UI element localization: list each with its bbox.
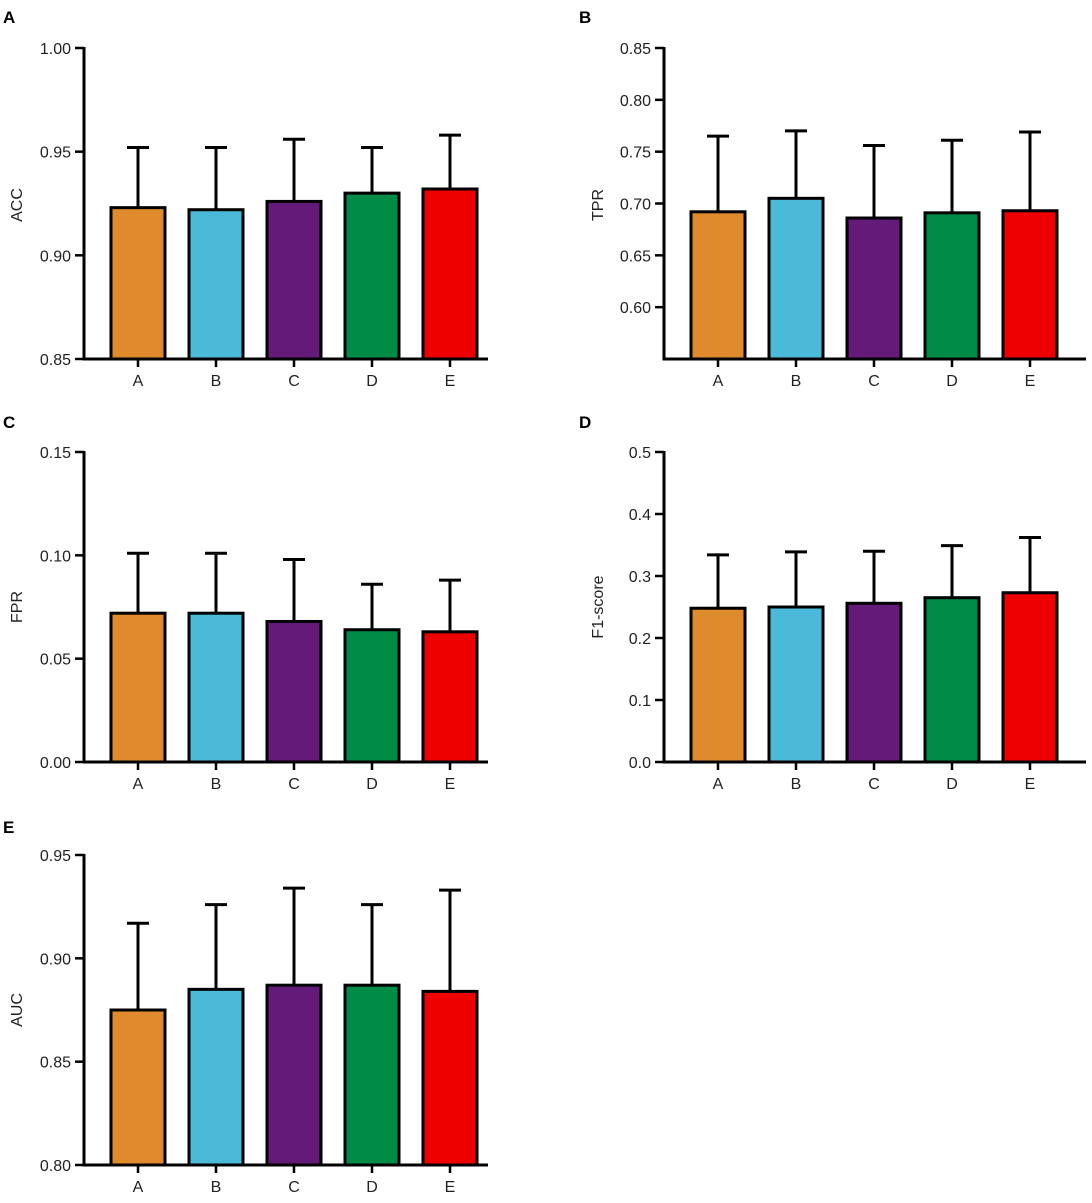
panel-d-bar-b xyxy=(767,605,825,764)
panel-a-letter: A xyxy=(3,8,15,27)
panel-b-ytick-label: 0.75 xyxy=(620,145,651,162)
panel-a-bar-e xyxy=(421,187,479,361)
panel-b-plot: A B C D E 0.60 0.65 0.70 0.75 0.80 0.85 xyxy=(620,41,1086,390)
panel-a-bar-a xyxy=(109,206,167,361)
panel-c-ytick-label: 0.15 xyxy=(40,445,71,462)
panel-c: C FPR A B C D E 0.00 0.05 0.10 0.15 xyxy=(3,413,488,793)
panel-b-xtick-e: E xyxy=(1025,373,1036,390)
panel-e-bar-b xyxy=(187,987,245,1167)
panel-c-letter: C xyxy=(3,413,15,432)
panel-d-plot: A B C D E 0.0 0.1 0.2 0.3 0.4 0.5 xyxy=(629,445,1086,793)
panel-d: D F1-score A B C D E 0.0 0.1 0.2 0.3 0.4 0.5 xyxy=(579,413,1086,793)
panel-a-ylabel: ACC xyxy=(9,188,26,222)
panel-e-ylabel: AUC xyxy=(9,993,26,1027)
panel-a-bar-b xyxy=(187,208,245,361)
panel-c-bar-d xyxy=(343,628,401,764)
panel-a-bar-c xyxy=(265,199,323,361)
panel-c-xtick-b: B xyxy=(211,776,222,793)
panel-b-bar-c xyxy=(845,216,903,361)
panel-d-xtick-c: C xyxy=(868,776,880,793)
panel-b-ytick-label: 0.85 xyxy=(620,41,651,58)
panel-c-bar-a xyxy=(109,611,167,764)
panel-b-ylabel: TPR xyxy=(590,189,607,221)
panel-e-bar-c xyxy=(265,983,323,1167)
panel-b-ytick-label: 0.70 xyxy=(620,197,651,214)
panel-c-ylabel: FPR xyxy=(9,591,26,623)
panel-a-ytick-label: 0.95 xyxy=(40,145,71,162)
panel-d-ylabel: F1-score xyxy=(590,575,607,638)
panel-b-ytick-label: 0.60 xyxy=(620,300,651,317)
panel-d-ytick-label: 0.2 xyxy=(629,631,651,648)
panel-b-bar-b xyxy=(767,196,825,361)
panel-e-xtick-d: D xyxy=(366,1179,378,1196)
panel-c-ytick-label: 0.05 xyxy=(40,652,71,669)
panel-e-ytick-label: 0.80 xyxy=(40,1158,71,1175)
panel-b-ytick-label: 0.80 xyxy=(620,93,651,110)
panel-d-bar-d xyxy=(923,596,981,764)
panel-e-ytick-label: 0.85 xyxy=(40,1055,71,1072)
panel-e: E AUC A B C D E 0.80 0.85 0.90 0.95 xyxy=(3,818,488,1196)
panel-d-ytick-label: 0.4 xyxy=(629,507,651,524)
panel-d-bar-e xyxy=(1001,591,1059,764)
panel-a-xtick-b: B xyxy=(211,373,222,390)
panel-e-ytick-label: 0.90 xyxy=(40,951,71,968)
panel-d-xtick-d: D xyxy=(946,776,958,793)
panel-b-ytick-label: 0.65 xyxy=(620,248,651,265)
panel-a-xtick-a: A xyxy=(133,373,144,390)
panel-c-bar-e xyxy=(421,630,479,764)
panel-a-ytick-label: 0.85 xyxy=(40,352,71,369)
panel-a-xtick-c: C xyxy=(288,373,300,390)
panel-a-xtick-d: D xyxy=(366,373,378,390)
panel-b-xtick-c: C xyxy=(868,373,880,390)
panel-d-ytick-label: 0.3 xyxy=(629,569,651,586)
panel-e-bar-a xyxy=(109,1008,167,1167)
panel-b-bar-a xyxy=(689,210,747,361)
panel-d-xtick-a: A xyxy=(713,776,724,793)
panel-d-ytick-label: 0.5 xyxy=(629,445,651,462)
panel-d-ytick-label: 0.1 xyxy=(629,693,651,710)
panel-c-ytick-label: 0.10 xyxy=(40,548,71,565)
panel-b: B TPR A B C D E 0.60 0.65 0.70 0.75 0.80 0.85 xyxy=(579,8,1086,390)
panel-d-xtick-b: B xyxy=(791,776,802,793)
panel-c-xtick-c: C xyxy=(288,776,300,793)
panel-b-bar-e xyxy=(1001,209,1059,361)
panel-b-xtick-d: D xyxy=(946,373,958,390)
panel-e-xtick-e: E xyxy=(445,1179,456,1196)
panel-c-xtick-a: A xyxy=(133,776,144,793)
panel-a-xtick-e: E xyxy=(445,373,456,390)
panel-e-xtick-c: C xyxy=(288,1179,300,1196)
panel-e-plot: A B C D E 0.80 0.85 0.90 0.95 xyxy=(40,848,488,1196)
panel-c-xtick-e: E xyxy=(445,776,456,793)
panel-b-xtick-b: B xyxy=(791,373,802,390)
panel-b-xtick-a: A xyxy=(713,373,724,390)
panel-a-plot: A B C D E 0.85 0.90 0.95 1.00 xyxy=(40,41,488,390)
panel-a-ytick-label: 0.90 xyxy=(40,248,71,265)
panel-e-xtick-a: A xyxy=(133,1179,144,1196)
panel-d-ytick-label: 0.0 xyxy=(629,755,651,772)
panel-d-bar-c xyxy=(845,601,903,764)
panel-b-bar-d xyxy=(923,211,981,361)
panel-e-bar-e xyxy=(421,989,479,1167)
panel-c-plot: A B C D E 0.00 0.05 0.10 0.15 xyxy=(40,445,488,793)
panel-c-ytick-label: 0.00 xyxy=(40,755,71,772)
panel-e-ytick-label: 0.95 xyxy=(40,848,71,865)
panel-e-bar-d xyxy=(343,983,401,1167)
panel-d-xtick-e: E xyxy=(1025,776,1036,793)
panel-d-letter: D xyxy=(579,413,591,432)
panel-a: A ACC A B C D E 0.85 0.90 0.95 1.00 xyxy=(3,8,488,390)
panel-b-letter: B xyxy=(579,8,591,27)
panel-c-bar-c xyxy=(265,619,323,764)
panel-a-bar-d xyxy=(343,191,401,361)
panel-a-ytick-label: 1.00 xyxy=(40,41,71,58)
panel-e-letter: E xyxy=(3,818,14,837)
panel-c-bar-b xyxy=(187,611,245,764)
panel-d-bar-a xyxy=(689,606,747,764)
panel-c-xtick-d: D xyxy=(366,776,378,793)
panel-e-xtick-b: B xyxy=(211,1179,222,1196)
